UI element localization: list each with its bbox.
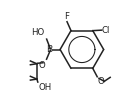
Text: O: O [98, 77, 104, 86]
Text: F: F [64, 12, 69, 20]
Text: OH: OH [38, 83, 52, 92]
Text: O: O [38, 61, 45, 70]
Text: HO: HO [31, 28, 44, 37]
Text: B: B [46, 45, 52, 54]
Text: Cl: Cl [102, 26, 110, 35]
